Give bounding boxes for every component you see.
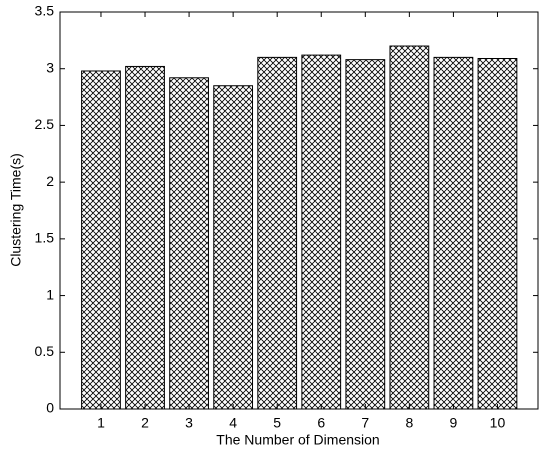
x-tick-label: 1 <box>97 415 105 431</box>
bar <box>301 54 342 410</box>
bar <box>125 65 165 410</box>
y-axis-label: Clustering Time(s) <box>8 153 24 267</box>
x-tick-label: 9 <box>450 415 458 431</box>
bar <box>257 56 298 410</box>
x-tick-label: 6 <box>317 415 325 431</box>
bar <box>213 85 254 410</box>
x-tick-label: 10 <box>490 415 506 431</box>
y-tick-label: 1.5 <box>35 230 55 246</box>
x-tick-label: 5 <box>273 415 281 431</box>
bar <box>169 77 209 410</box>
x-tick-label: 3 <box>185 415 193 431</box>
bar <box>433 56 474 410</box>
bar <box>477 58 518 410</box>
x-tick-label: 4 <box>229 415 237 431</box>
x-tick-label: 2 <box>141 415 149 431</box>
x-tick-label: 7 <box>361 415 369 431</box>
x-tick-label: 8 <box>405 415 413 431</box>
y-tick-label: 0 <box>46 400 54 416</box>
plot-frame <box>59 11 539 410</box>
y-tick-label: 1 <box>46 286 54 302</box>
bar <box>345 59 386 410</box>
bar <box>389 45 430 410</box>
y-tick-label: 3.5 <box>35 3 55 19</box>
y-tick-label: 0.5 <box>35 343 55 359</box>
y-tick-label: 2 <box>46 173 54 189</box>
y-tick-label: 3 <box>46 59 54 75</box>
y-tick-label: 2.5 <box>35 116 55 132</box>
x-axis-label: The Number of Dimension <box>216 432 379 448</box>
bar <box>81 70 121 410</box>
